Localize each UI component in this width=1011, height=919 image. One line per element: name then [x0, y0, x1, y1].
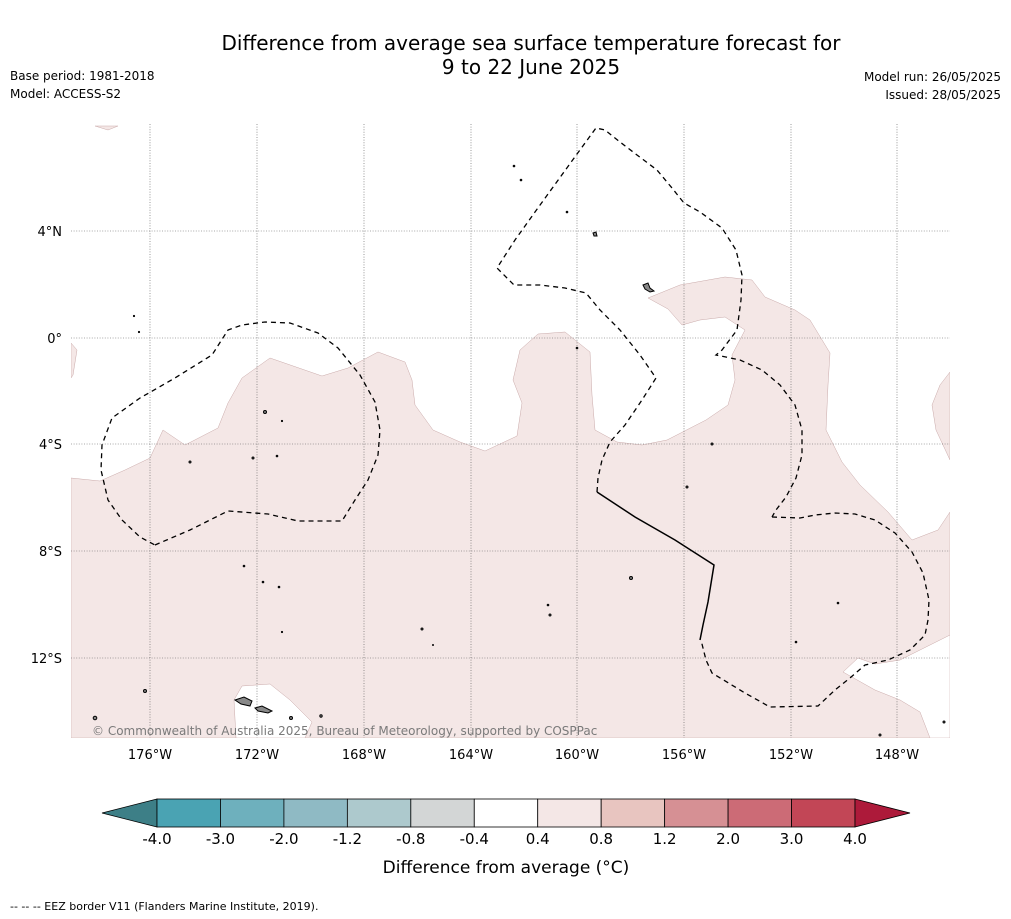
colorbar-tick-label: -0.4 [460, 830, 489, 848]
eez-solid-segment [596, 491, 715, 641]
colorbar-extend-min [101, 798, 158, 828]
eez-west [100, 321, 381, 546]
colorbar-title: Difference from average (°C) [383, 858, 630, 878]
lat-label-0: 0° [47, 332, 62, 347]
colorbar-segment [220, 798, 285, 828]
colorbar-segment [664, 798, 729, 828]
colorbar-tick-label: 0.4 [526, 830, 550, 848]
lon-label-156w: 156°W [662, 748, 706, 763]
colorbar-segment [727, 798, 792, 828]
meta-left: Base period: 1981-2018 Model: ACCESS-S2 [10, 67, 155, 103]
island-tabuaeran [592, 231, 598, 237]
colorbar [101, 798, 911, 828]
colorbar-tick-label: 2.0 [716, 830, 740, 848]
eez-footnote: -- -- -- EEZ border V11 (Flanders Marine… [10, 900, 319, 913]
islands [92, 164, 946, 737]
map-area: © Commonwealth of Australia 2025, Bureau… [71, 124, 950, 738]
island-kiritimati [642, 282, 656, 293]
issued-date: Issued: 28/05/2025 [885, 88, 1001, 102]
base-period: Base period: 1981-2018 [10, 69, 155, 83]
graticule [71, 124, 950, 738]
eez-central [496, 127, 803, 518]
colorbar-tick-label: 3.0 [780, 830, 804, 848]
copyright-notice: © Commonwealth of Australia 2025, Bureau… [92, 724, 597, 738]
colorbar-segment [473, 798, 539, 828]
colorbar-segment [791, 798, 856, 828]
lat-label-8s: 8°S [39, 545, 62, 560]
title-line-2: 9 to 22 June 2025 [441, 55, 621, 79]
colorbar-tick-label: -0.8 [396, 830, 425, 848]
colorbar-segment [283, 798, 348, 828]
warm-anomaly-nw [94, 125, 119, 131]
latitude-labels: 4°N 0° 4°S 8°S 12°S [31, 225, 62, 667]
lon-label-164w: 164°W [449, 748, 493, 763]
lon-label-160w: 160°W [555, 748, 599, 763]
colorbar-tick-label: -2.0 [269, 830, 298, 848]
eez-borders [100, 127, 930, 708]
colorbar-tick-label: -4.0 [142, 830, 171, 848]
warm-anomaly-east [931, 371, 950, 461]
colorbar-segment [537, 798, 602, 828]
warm-anomaly-region [71, 276, 950, 738]
meta-right: Model run: 26/05/2025 Issued: 28/05/2025 [864, 68, 1001, 104]
lat-label-4n: 4°N [38, 225, 63, 240]
title-line-1: Difference from average sea surface temp… [221, 31, 841, 55]
eez-southeast [700, 512, 930, 708]
colorbar-ticks: -4.0 -3.0 -2.0 -1.2 -0.8 -0.4 0.4 0.8 1.2 2.0 3.0 4… [142, 830, 867, 848]
colorbar-segment [600, 798, 666, 828]
colorbar-tick-label: 0.8 [589, 830, 613, 848]
island-samoa-1 [233, 696, 253, 707]
lon-label-172w: 172°W [235, 748, 279, 763]
warm-anomaly-west [71, 342, 78, 379]
model-run: Model run: 26/05/2025 [863, 70, 1001, 84]
colorbar-tick-label: 1.2 [653, 830, 677, 848]
lon-label-152w: 152°W [769, 748, 813, 763]
lat-label-12s: 12°S [31, 652, 62, 667]
colorbar-tick-label: -1.2 [333, 830, 362, 848]
colorbar-segment [346, 798, 412, 828]
colorbar-segment [156, 798, 221, 828]
colorbar-tick-label: -3.0 [206, 830, 235, 848]
lat-label-4s: 4°S [39, 438, 62, 453]
colorbar-extend-max [854, 798, 911, 828]
model-name: Model: ACCESS-S2 [10, 87, 122, 101]
lon-label-168w: 168°W [342, 748, 386, 763]
lon-label-176w: 176°W [128, 748, 172, 763]
colorbar-tick-label: 4.0 [843, 830, 867, 848]
island-samoa-2 [254, 705, 274, 714]
lon-label-148w: 148°W [875, 748, 919, 763]
longitude-labels: 176°W 172°W 168°W 164°W 160°W 156°W 152°… [128, 748, 919, 763]
map-title: Difference from average sea surface temp… [0, 31, 1011, 79]
colorbar-segment [410, 798, 475, 828]
